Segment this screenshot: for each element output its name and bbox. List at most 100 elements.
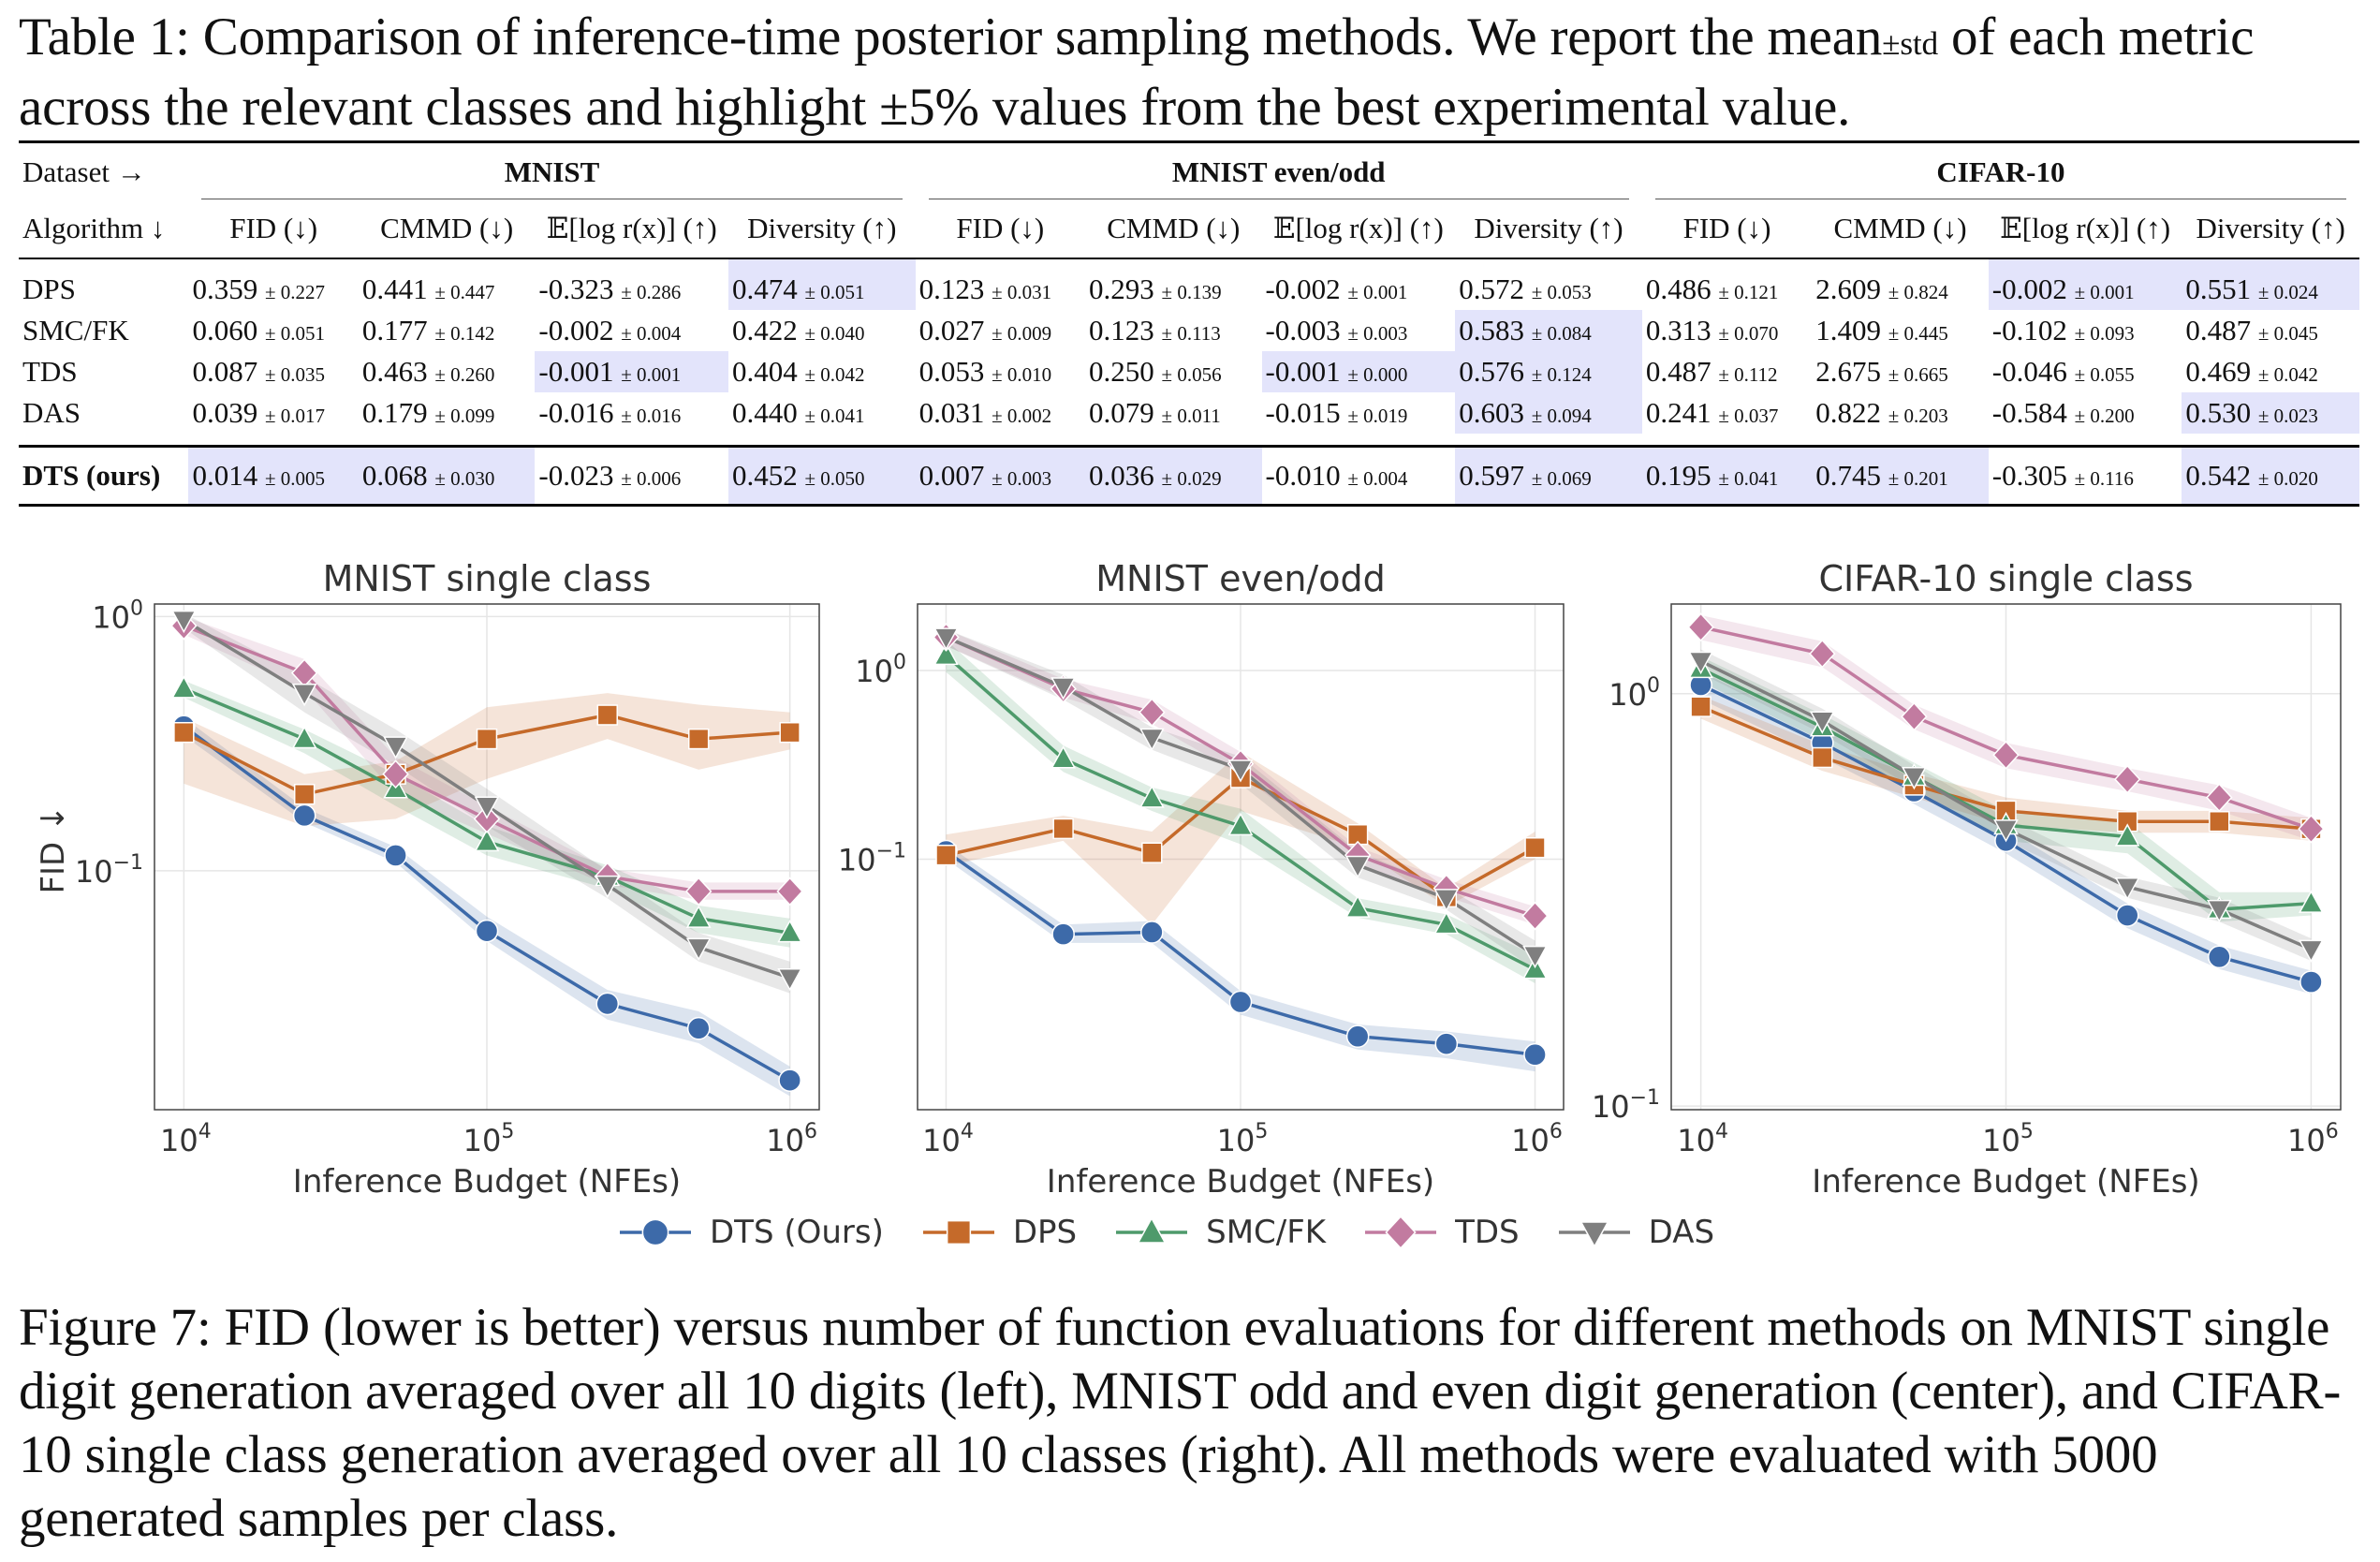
tick-exponent: 5 — [501, 1120, 514, 1143]
x-tick-label: 105 — [463, 1120, 515, 1158]
legend-marker — [946, 1219, 971, 1245]
tick-exponent: −1 — [1630, 1086, 1660, 1110]
cell-std: ± 0.139 — [1161, 281, 1222, 303]
cell-std: ± 0.055 — [2074, 363, 2135, 386]
data-point — [1227, 759, 1254, 783]
cell-std: ± 0.665 — [1888, 363, 1948, 386]
legend-item: DAS — [1557, 1214, 1714, 1251]
legend-marker — [1385, 1215, 1417, 1250]
cell-mean: -0.023 — [538, 459, 622, 492]
cell-mean: 0.422 — [732, 314, 805, 346]
cell-std: ± 0.002 — [992, 405, 1052, 427]
cell-std: ± 0.142 — [434, 322, 495, 345]
cell-std: ± 0.040 — [804, 322, 865, 345]
cell-mean: -0.010 — [1265, 459, 1348, 492]
cell-std: ± 0.005 — [264, 467, 325, 490]
data-point — [1521, 901, 1549, 931]
y-tick-label: 10−1 — [1592, 1086, 1660, 1125]
data-point — [684, 877, 713, 906]
cell-std: ± 0.011 — [1161, 405, 1221, 427]
cell-mean: 0.463 — [361, 355, 435, 388]
data-point — [382, 759, 409, 789]
cell-mean: 0.469 — [2185, 355, 2258, 388]
legend-marker-icon — [1365, 1215, 1437, 1250]
table-cell: 0.487 ± 0.112 — [1642, 351, 1812, 392]
data-point — [1809, 639, 1836, 669]
data-point — [173, 721, 195, 744]
cell-mean: 0.079 — [1089, 396, 1162, 429]
chart-title: MNIST even/odd — [1095, 558, 1385, 599]
table-caption-text: Table 1: Comparison of inference-time po… — [19, 7, 1883, 66]
data-point — [1687, 612, 1714, 642]
chart-legend: DTS (Ours) DPS SMC/FK TDS DAS — [618, 1206, 1714, 1259]
table-row: DAS 0.039 ± 0.017 0.179 ± 0.099 -0.016 ± 0.… — [19, 392, 2359, 434]
confidence-band — [1700, 656, 2312, 922]
y-axis-label: FID ↓ — [35, 804, 72, 893]
data-point — [291, 725, 317, 749]
table-cell: 0.576 ± 0.124 — [1455, 351, 1642, 392]
table-cell: 0.463 ± 0.260 — [359, 351, 536, 392]
data-point — [933, 627, 959, 651]
cell-std: ± 0.042 — [2257, 363, 2318, 386]
data-point — [685, 905, 712, 928]
cell-mean: 0.250 — [1089, 355, 1162, 388]
metric-header: CMMD (↓) — [1085, 199, 1262, 259]
x-tick-label: 106 — [2287, 1120, 2339, 1158]
x-tick-label: 106 — [766, 1120, 817, 1158]
metric-header: 𝔼[log r(x)] (↑) — [1988, 199, 2182, 259]
legend-item: DPS — [921, 1214, 1077, 1251]
legend-label: DTS (Ours) — [710, 1214, 884, 1251]
metric-header: Diversity (↑) — [728, 199, 916, 259]
legend-marker — [1579, 1221, 1609, 1248]
data-point — [2115, 904, 2139, 927]
table-cell: 0.027 ± 0.009 — [916, 310, 1085, 351]
cell-mean: 0.359 — [192, 273, 265, 305]
tick-exponent: 0 — [1647, 674, 1660, 698]
metric-header: CMMD (↓) — [1812, 199, 1989, 259]
table-cell: 0.079 ± 0.011 — [1085, 392, 1262, 434]
table-cell: 0.060 ± 0.051 — [188, 310, 358, 351]
data-point — [777, 920, 803, 943]
cell-mean: 0.123 — [918, 273, 992, 305]
table-cell: 0.474 ± 0.051 — [728, 258, 916, 310]
table-row: SMC/FK 0.060 ± 0.051 0.177 ± 0.142 -0.002 ±… — [19, 310, 2359, 351]
tick-base: 10 — [1217, 1123, 1256, 1158]
data-point — [1434, 1032, 1459, 1055]
tick-exponent: 6 — [804, 1120, 817, 1143]
tick-exponent: 6 — [2326, 1120, 2339, 1143]
table-row: DPS 0.359 ± 0.227 0.441 ± 0.447 -0.323 ± 0.… — [19, 258, 2359, 310]
cell-std: ± 0.093 — [2074, 322, 2135, 345]
metric-header: CMMD (↓) — [358, 199, 536, 259]
cell-mean: 0.179 — [361, 396, 435, 429]
cell-std: ± 0.113 — [1161, 322, 1221, 345]
table-cell: 0.597 ± 0.069 — [1455, 445, 1642, 507]
cell-std: ± 0.001 — [2074, 281, 2135, 303]
data-point — [1809, 711, 1835, 734]
table-cell: -0.001 ± 0.000 — [1261, 351, 1456, 392]
table-cell: -0.016 ± 0.016 — [535, 392, 728, 434]
cell-std: ± 0.116 — [2074, 467, 2134, 490]
legend-marker — [641, 1218, 669, 1246]
table-row: TDS 0.087 ± 0.035 0.463 ± 0.260 -0.001 ± 0.… — [19, 351, 2359, 392]
cell-std: ± 0.445 — [1888, 322, 1948, 345]
cell-mean: 0.597 — [1459, 459, 1532, 492]
table-cell: 0.441 ± 0.447 — [359, 258, 536, 310]
y-tick-label: 100 — [92, 597, 143, 635]
dataset-header-cifar10: CIFAR-10 — [1641, 140, 2359, 200]
cell-std: ± 0.041 — [804, 405, 865, 427]
data-point — [383, 736, 408, 759]
cell-mean: 0.530 — [2185, 396, 2258, 429]
table-cell: -0.046 ± 0.055 — [1989, 351, 2182, 392]
tick-base: 10 — [766, 1123, 804, 1158]
tick-exponent: 5 — [1255, 1120, 1268, 1143]
data-point — [292, 803, 316, 828]
data-point — [2114, 877, 2140, 901]
cell-std: ± 0.001 — [621, 363, 682, 386]
metric-header: 𝔼[log r(x)] (↑) — [1261, 199, 1456, 259]
legend-label: SMC/FK — [1206, 1214, 1327, 1251]
cell-std: ± 0.200 — [2074, 405, 2135, 427]
cell-mean: 0.007 — [918, 459, 992, 492]
table-cell: 0.250 ± 0.056 — [1085, 351, 1262, 392]
